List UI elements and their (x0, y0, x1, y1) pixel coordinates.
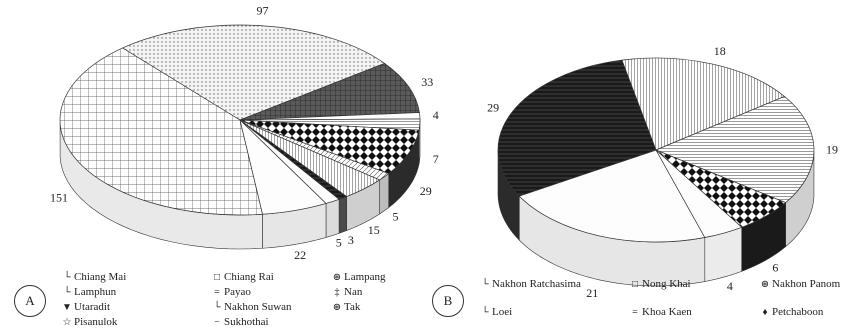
pie-slice-chiang-mai (59, 47, 263, 216)
panel-label-b: B (432, 285, 464, 317)
legend-label: Chiang Rai (224, 271, 274, 283)
legend-label: Nong Khai (642, 278, 691, 290)
value-label-nakhon-suwan: 15 (368, 223, 380, 237)
pie-top (59, 24, 421, 216)
pie-sides (497, 150, 815, 287)
legend-item-sukhothai: − Sukhothai (210, 316, 269, 329)
legend-symbol: └ (481, 307, 489, 318)
legend-label: Khoa Kaen (642, 306, 692, 318)
legend-symbol: ⊛ (760, 279, 770, 290)
legend-symbol: ♦ (762, 307, 768, 318)
legend-symbol: ☆ (62, 317, 72, 328)
legend-symbol: □ (213, 272, 221, 283)
legend-symbol: └ (63, 272, 71, 283)
value-label-lamphun: 4 (433, 108, 439, 122)
legend-label: Nan (344, 286, 363, 298)
legend-symbol: ▼ (62, 302, 72, 313)
value-label-petchaboon: 4 (727, 279, 733, 293)
legend-symbol: ⊛ (332, 302, 342, 313)
legend-label: Pisanulok (74, 316, 118, 328)
legend-symbol: ‡ (334, 287, 340, 298)
pie-chart-b: 21 29 18 19 6 4 (487, 44, 838, 300)
value-label-lampang: 33 (421, 75, 433, 89)
legend-item-chiang-mai: └ Chiang Mai (60, 271, 126, 284)
legend-symbol: = (214, 287, 220, 298)
legend-label: Sukhothai (224, 316, 269, 328)
legend-item-tak: ⊛ Tak (330, 301, 361, 314)
pie-slice-nong-khai (497, 59, 657, 197)
legend-label: Lamphun (74, 286, 117, 298)
legend-item-utaradit: ▼ Utaradit (60, 301, 110, 314)
legend-label: Nakhon Suwan (224, 301, 292, 313)
panel-label-a: A (14, 285, 46, 317)
legend-item-nong-khai: □ Nong Khai (628, 278, 691, 291)
pie-slice-lampang (239, 63, 420, 121)
legend-symbol: = (632, 307, 638, 318)
value-label-nan: 29 (420, 184, 432, 198)
legend-item-loei: └ Loei (478, 306, 512, 319)
legend-symbol: └ (63, 287, 71, 298)
legend-item-chiang-rai: □ Chiang Rai (210, 271, 274, 284)
legend-label: Payao (224, 286, 251, 298)
value-label-utaradit: 5 (393, 210, 399, 224)
pie-side-tak (338, 196, 347, 234)
pie-sides (59, 120, 421, 250)
value-label-chiang-mai: 151 (50, 191, 68, 205)
value-label-chiang-rai: 97 (256, 3, 268, 17)
legend-item-nakhon-suwan: └ Nakhon Suwan (210, 301, 292, 314)
legend-label: Loei (492, 306, 513, 318)
legend-item-lamphun: └ Lamphun (60, 286, 116, 299)
pie-value-labels: 21 29 18 19 6 4 (487, 44, 838, 300)
pie-slice-sukhothai (239, 118, 327, 215)
legend-label: Utaradit (74, 301, 111, 313)
value-label-sukhothai: 22 (294, 248, 306, 262)
legend-item-nan: ‡ Nan (330, 286, 363, 299)
legend-label: Nakhon Panom (772, 278, 841, 290)
legend-symbol: └ (213, 302, 221, 313)
legend-item-pisanulok: ☆ Pisanulok (60, 316, 118, 329)
value-label-loei: 19 (826, 142, 838, 156)
legend-item-petchaboon: ♦ Petchaboon (758, 306, 823, 319)
legend-symbol: └ (481, 279, 489, 290)
value-label-pisanulok: 5 (336, 236, 342, 250)
legend-symbol: ⊛ (332, 272, 342, 283)
legend-label: Chiang Mai (74, 271, 127, 283)
legend-label: Petchaboon (772, 306, 824, 318)
legend-item-khoa-kaen: = Khoa Kaen (628, 306, 692, 319)
pie-side-pisanulok (325, 198, 340, 238)
legend-item-lampang: ⊛ Lampang (330, 271, 386, 284)
pie-slice-nakhon-panom (621, 57, 786, 151)
value-label-nakhon-ratchasima: 21 (586, 286, 598, 300)
value-label-payao: 7 (433, 152, 439, 166)
pie-slice-petchaboon (655, 149, 743, 238)
value-label-tak: 3 (348, 233, 354, 247)
value-label-nakhon-panom: 18 (714, 44, 726, 58)
legend-label: Nakhon Ratchasima (492, 278, 581, 290)
value-label-nong-khai: 29 (487, 100, 499, 114)
pie-slice-chiang-rai (121, 24, 386, 121)
pie-side-utaradit (379, 172, 390, 215)
legend-item-nakhon-ratchasima: └ Nakhon Ratchasima (478, 278, 581, 291)
legend-label: Tak (344, 301, 361, 313)
pie-slice-loei (655, 96, 815, 204)
pie-top (497, 57, 815, 243)
legend-symbol: − (214, 317, 220, 328)
legend-item-payao: = Payao (210, 286, 251, 299)
legend-item-nakhon-panom: ⊛ Nakhon Panom (758, 278, 840, 291)
pie-slice-nakhon-ratchasima (518, 149, 706, 243)
legend-label: Lampang (344, 271, 386, 283)
value-label-khoa-kaen: 6 (772, 260, 778, 274)
legend-symbol: □ (631, 279, 639, 290)
